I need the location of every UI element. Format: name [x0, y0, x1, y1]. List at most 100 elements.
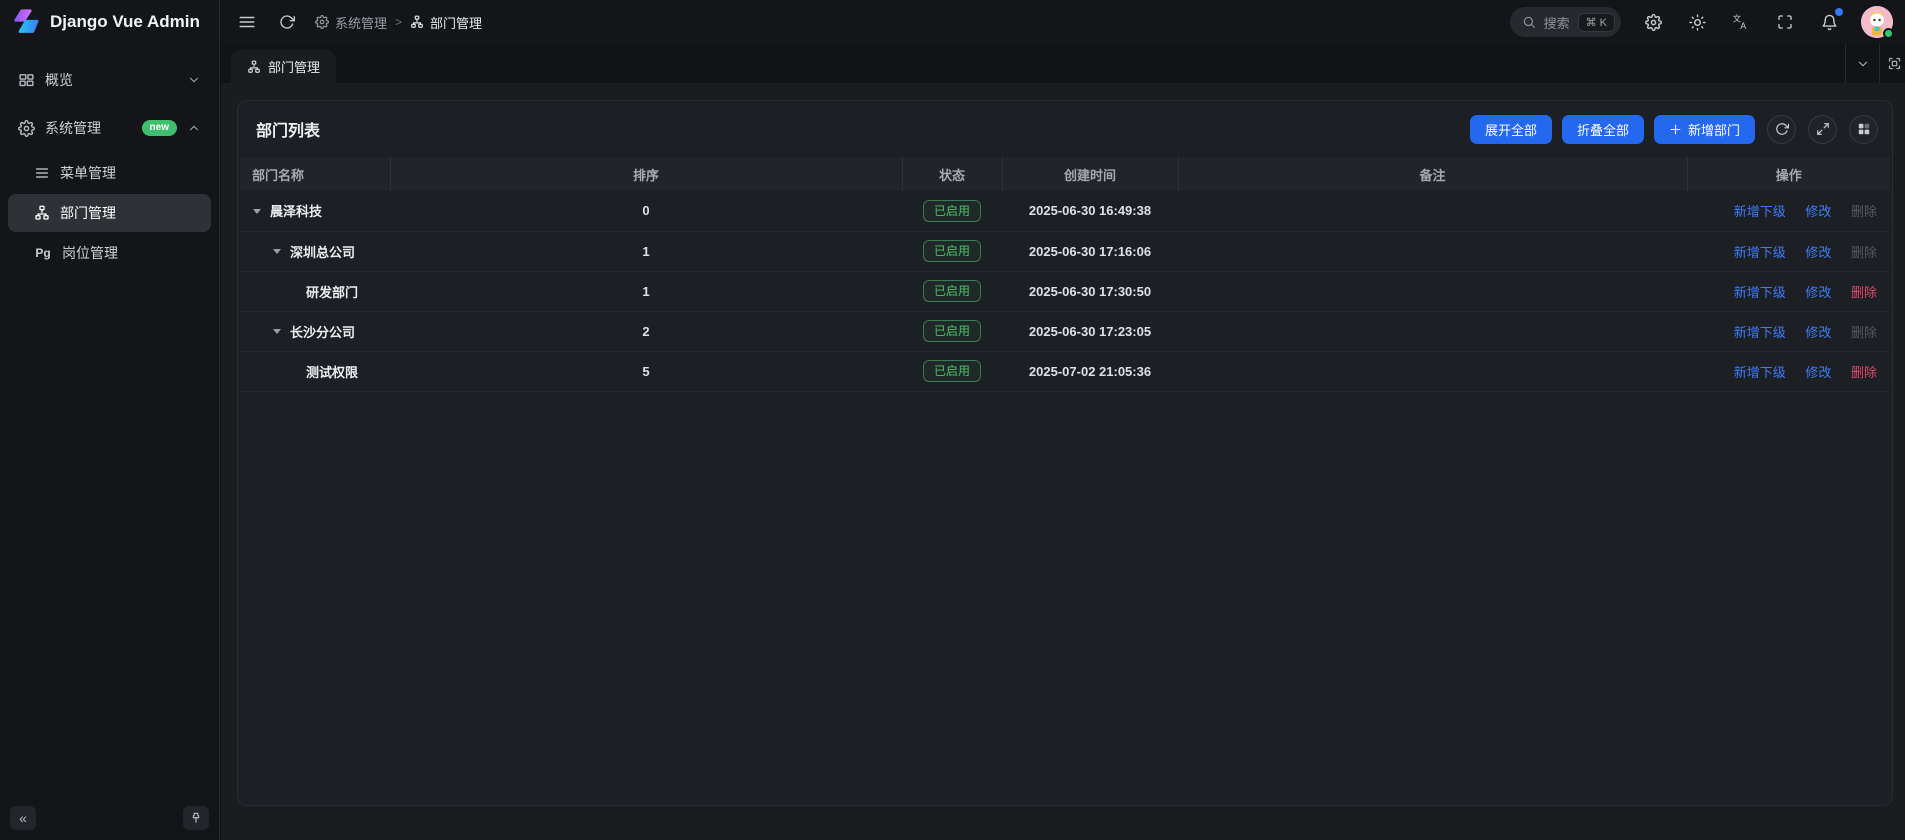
tab-dept-mgmt[interactable]: 部门管理 — [231, 50, 337, 83]
dept-sort: 1 — [390, 271, 902, 312]
sidebar-item-dept-mgmt[interactable]: 部门管理 — [8, 194, 211, 232]
sidebar-item-overview[interactable]: 概览 — [8, 60, 211, 100]
delete-link[interactable]: 删除 — [1850, 284, 1877, 300]
sidebar-toggle-button[interactable] — [235, 10, 259, 34]
edit-link[interactable]: 修改 — [1805, 284, 1832, 300]
card-toolbar: 展开全部 折叠全部 新增部门 — [1469, 114, 1878, 144]
edit-link[interactable]: 修改 — [1805, 324, 1832, 340]
sidebar-item-label: 系统管理 — [45, 120, 101, 136]
theme-toggle-button[interactable] — [1685, 10, 1709, 34]
col-header-ops[interactable]: 操作 — [1687, 157, 1890, 191]
breadcrumb-item-system[interactable]: 系统管理 — [315, 13, 387, 32]
sidebar-pin-button[interactable] — [183, 806, 209, 830]
settings-button[interactable] — [1641, 10, 1665, 34]
dept-name: 研发部门 — [306, 284, 359, 300]
dept-sort: 1 — [390, 231, 902, 272]
breadcrumb-separator: > — [395, 15, 403, 29]
chevron-down-icon — [187, 73, 201, 87]
user-avatar[interactable] — [1861, 6, 1894, 39]
add-sub-link[interactable]: 新增下级 — [1733, 324, 1786, 340]
sidebar: Django Vue Admin 概览 系统管理 new — [0, 0, 220, 840]
language-switch-button[interactable]: 文 A — [1729, 10, 1753, 34]
edit-link[interactable]: 修改 — [1805, 244, 1832, 260]
table-refresh-button[interactable] — [1767, 114, 1796, 144]
app-title: Django Vue Admin — [50, 12, 200, 31]
status-badge: 已启用 — [922, 319, 981, 343]
status-badge: 已启用 — [922, 199, 981, 222]
sidebar-item-system[interactable]: 系统管理 new — [8, 108, 211, 148]
fullscreen-button[interactable] — [1773, 10, 1797, 34]
page-title: 部门列表 — [256, 123, 321, 140]
search-shortcut-kbd: ⌘ K — [1577, 12, 1615, 32]
breadcrumb-item-dept[interactable]: 部门管理 — [410, 13, 482, 32]
breadcrumb-label: 部门管理 — [430, 15, 483, 31]
add-sub-link[interactable]: 新增下级 — [1733, 204, 1786, 220]
app-logo-row[interactable]: Django Vue Admin — [0, 0, 219, 44]
breadcrumb: 系统管理 > 部门管理 — [315, 13, 482, 32]
edit-link[interactable]: 修改 — [1805, 364, 1832, 380]
table-row: 研发部门 1 已启用 2025-06-30 17:30:50 新增下级 修改 删… — [240, 271, 1890, 312]
dept-created: 2025-07-02 21:05:36 — [1002, 351, 1178, 392]
dept-remark — [1178, 311, 1687, 352]
pin-icon — [189, 811, 203, 825]
expand-all-label: 展开全部 — [1484, 122, 1537, 138]
global-search-input[interactable]: 搜索 ⌘ K — [1509, 7, 1621, 37]
status-badge: 已启用 — [922, 279, 981, 303]
chevron-up-icon — [187, 121, 201, 135]
table-row: 晨泽科技 0 已启用 2025-06-30 16:49:38 新增下级 修改 删… — [240, 191, 1890, 232]
delete-link[interactable]: 删除 — [1850, 364, 1877, 380]
add-dept-button[interactable]: 新增部门 — [1653, 114, 1755, 144]
col-header-name[interactable]: 部门名称 — [240, 157, 391, 191]
sidebar-item-label: 岗位管理 — [62, 245, 118, 261]
col-header-created[interactable]: 创建时间 — [1002, 157, 1179, 191]
notification-dot — [1835, 8, 1843, 16]
sidebar-item-label: 概览 — [45, 72, 73, 88]
edit-link[interactable]: 修改 — [1805, 204, 1832, 220]
menu-list-icon — [34, 165, 50, 181]
add-sub-link[interactable]: 新增下级 — [1733, 364, 1786, 380]
org-chart-icon — [247, 60, 261, 74]
dept-sort: 5 — [390, 351, 902, 392]
org-chart-icon — [410, 15, 424, 29]
app-logo-icon — [12, 9, 40, 35]
tab-label: 部门管理 — [268, 60, 321, 75]
sidebar-footer: « — [10, 806, 209, 830]
notification-bell-button[interactable] — [1817, 8, 1843, 34]
collapse-all-button[interactable]: 折叠全部 — [1561, 114, 1644, 144]
sidebar-item-label: 部门管理 — [60, 205, 116, 221]
content-maximize-button[interactable] — [1879, 44, 1905, 83]
dept-created: 2025-06-30 17:30:50 — [1002, 271, 1178, 312]
col-header-remark[interactable]: 备注 — [1178, 157, 1688, 191]
refresh-page-button[interactable] — [275, 10, 299, 34]
tree-expand-toggle[interactable] — [252, 206, 262, 216]
dept-remark — [1178, 351, 1687, 392]
status-badge: 已启用 — [922, 359, 981, 383]
column-settings-button[interactable] — [1849, 114, 1878, 144]
dept-remark — [1178, 271, 1687, 312]
col-header-sort[interactable]: 排序 — [390, 157, 903, 191]
table-row: 长沙分公司 2 已启用 2025-06-30 17:23:05 新增下级 修改 … — [240, 311, 1890, 352]
tab-menu-chevron-button[interactable] — [1845, 44, 1879, 83]
double-chevron-left-icon: « — [19, 810, 27, 826]
breadcrumb-label: 系统管理 — [335, 15, 388, 31]
main-content: 部门列表 展开全部 折叠全部 新增部门 — [221, 83, 1905, 840]
dept-created: 2025-06-30 16:49:38 — [1002, 191, 1178, 232]
table-header-row: 部门名称 排序 状态 创建时间 备注 操作 — [240, 157, 1890, 191]
dept-created: 2025-06-30 17:16:06 — [1002, 231, 1178, 272]
sidebar-item-menu-mgmt[interactable]: 菜单管理 — [8, 154, 211, 192]
tree-expand-toggle[interactable] — [272, 246, 282, 256]
sidebar-collapse-button[interactable]: « — [10, 806, 36, 830]
col-header-status[interactable]: 状态 — [902, 157, 1003, 191]
dept-table: 部门名称 排序 状态 创建时间 备注 操作 晨泽 — [240, 157, 1890, 392]
tree-expand-toggle[interactable] — [272, 326, 282, 336]
tab-bar: 部门管理 — [221, 44, 1905, 83]
org-chart-icon — [34, 205, 50, 221]
table-row: 深圳总公司 1 已启用 2025-06-30 17:16:06 新增下级 修改 … — [240, 231, 1890, 272]
plus-icon — [1669, 123, 1682, 136]
add-sub-link[interactable]: 新增下级 — [1733, 284, 1786, 300]
top-header: 系统管理 > 部门管理 搜索 — [221, 0, 1905, 44]
sidebar-item-post-mgmt[interactable]: Pg 岗位管理 — [8, 234, 211, 272]
add-sub-link[interactable]: 新增下级 — [1733, 244, 1786, 260]
table-fullscreen-button[interactable] — [1808, 114, 1837, 144]
expand-all-button[interactable]: 展开全部 — [1469, 114, 1552, 144]
